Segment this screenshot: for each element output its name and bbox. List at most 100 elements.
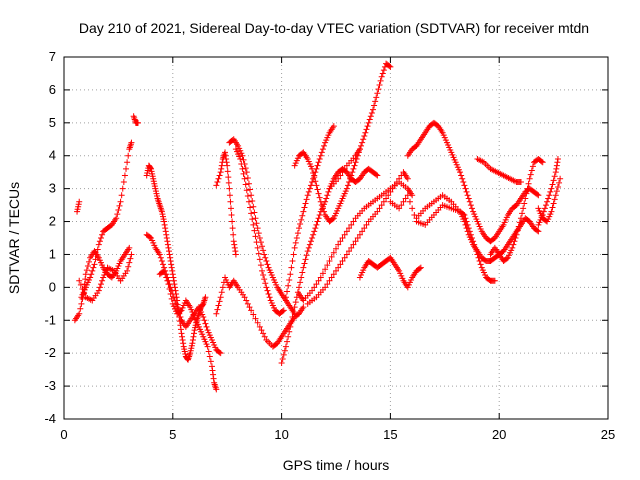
data-point (463, 188, 470, 195)
data-point (289, 313, 296, 320)
data-point (252, 315, 259, 322)
data-point (124, 159, 131, 166)
data-point (160, 261, 167, 268)
data-point (387, 63, 394, 70)
data-point (365, 119, 372, 126)
data-point (302, 200, 309, 207)
data-point (286, 276, 293, 283)
data-point (350, 218, 357, 225)
data-point (309, 235, 316, 241)
data-point (161, 221, 168, 228)
data-point (200, 313, 207, 320)
data-point (362, 129, 369, 136)
data-point (244, 174, 251, 181)
data-point (329, 216, 336, 223)
x-tick-label: 25 (601, 427, 615, 442)
data-point (553, 165, 560, 172)
data-point (213, 310, 220, 317)
data-point (226, 192, 233, 199)
data-point (545, 195, 552, 202)
data-point (250, 203, 257, 210)
data-point (346, 225, 353, 232)
data-point (260, 272, 267, 279)
y-tick-label: 3 (49, 181, 56, 196)
x-tick-label: 10 (274, 427, 288, 442)
y-tick-label: -2 (44, 345, 56, 360)
data-point (259, 243, 266, 250)
data-point (265, 290, 272, 297)
data-point (515, 223, 522, 230)
data-point (280, 307, 287, 314)
data-point (254, 319, 261, 326)
data-point (549, 181, 556, 188)
data-point (358, 142, 365, 149)
data-point (461, 182, 468, 189)
data-point (375, 86, 382, 93)
data-point (218, 289, 225, 296)
data-point (227, 198, 234, 205)
data-point (517, 179, 524, 186)
series-arc-26 (535, 175, 564, 225)
data-point (309, 179, 316, 186)
data-point (319, 270, 326, 277)
data-point (373, 171, 380, 178)
data-point (297, 221, 304, 228)
data-point (387, 188, 394, 195)
plot-frame (63, 56, 609, 420)
data-point (279, 355, 286, 362)
data-point (317, 152, 324, 159)
data-point (231, 244, 238, 251)
data-point (248, 192, 255, 199)
data-point (511, 238, 518, 245)
data-point (374, 208, 381, 215)
data-point (97, 235, 104, 241)
data-point (238, 160, 245, 167)
data-point (311, 174, 318, 181)
data-point (366, 116, 373, 123)
data-point (523, 190, 530, 197)
data-point (312, 225, 319, 232)
series-arc-1 (71, 244, 133, 324)
data-point (322, 284, 329, 291)
data-point (293, 235, 300, 241)
data-point (465, 195, 472, 202)
data-point (348, 172, 355, 179)
data-point (491, 277, 498, 284)
data-point (301, 204, 308, 211)
data-point (168, 264, 175, 271)
data-point (249, 216, 256, 223)
y-tick-label: -4 (44, 411, 56, 426)
data-point (278, 360, 285, 367)
data-point (356, 231, 363, 238)
data-point (333, 245, 339, 252)
data-point (162, 225, 169, 232)
data-point (321, 142, 328, 149)
data-point (461, 218, 468, 225)
data-point (554, 183, 561, 190)
data-point (240, 156, 247, 163)
data-point (147, 165, 154, 172)
data-point (346, 179, 353, 186)
data-point (538, 158, 545, 165)
data-point (528, 167, 535, 174)
data-point (125, 152, 132, 159)
data-point (337, 261, 344, 268)
data-point (514, 227, 521, 234)
data-point (378, 202, 385, 209)
data-point (318, 149, 325, 156)
data-point (203, 323, 210, 330)
data-point (548, 208, 555, 215)
data-point (309, 165, 316, 172)
data-point (117, 198, 124, 205)
data-point (534, 227, 541, 234)
data-point (179, 337, 186, 344)
data-point (398, 202, 405, 209)
data-point (237, 156, 244, 163)
data-point (169, 271, 176, 278)
data-point (239, 165, 246, 172)
data-point (546, 192, 553, 199)
data-point (529, 163, 536, 170)
data-point (324, 192, 331, 199)
data-point (291, 304, 298, 311)
data-point (78, 300, 85, 307)
